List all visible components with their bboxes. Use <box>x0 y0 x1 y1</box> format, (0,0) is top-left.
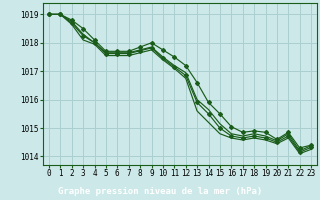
Text: Graphe pression niveau de la mer (hPa): Graphe pression niveau de la mer (hPa) <box>58 187 262 196</box>
